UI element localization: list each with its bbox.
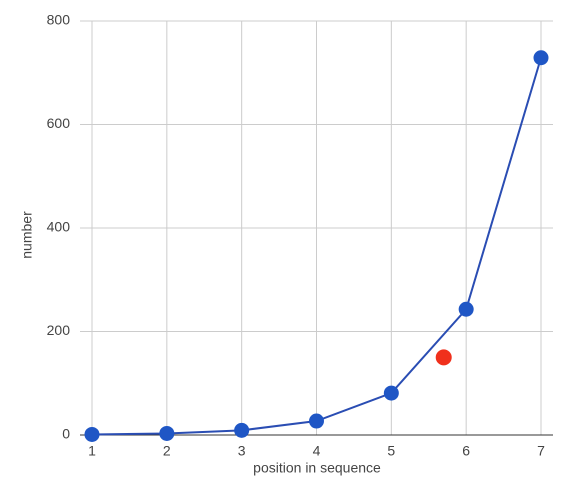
y-tick-label: 200 bbox=[47, 322, 71, 338]
point bbox=[458, 301, 474, 317]
x-tick-label: 1 bbox=[88, 443, 96, 459]
x-tick-label: 7 bbox=[537, 443, 545, 459]
x-tick-label: 3 bbox=[238, 443, 246, 459]
x-tick-label: 5 bbox=[387, 443, 395, 459]
y-tick-label: 0 bbox=[62, 426, 70, 442]
y-axis-label: number bbox=[19, 211, 35, 259]
x-tick-label: 2 bbox=[163, 443, 171, 459]
point bbox=[309, 413, 324, 429]
point bbox=[383, 385, 399, 401]
x-tick-label: 6 bbox=[462, 443, 470, 459]
x-tick-label: 4 bbox=[313, 443, 321, 459]
point bbox=[533, 50, 549, 66]
y-tick-label: 800 bbox=[47, 12, 71, 28]
x-axis-label: position in sequence bbox=[253, 460, 381, 476]
y-tick-label: 600 bbox=[47, 115, 71, 131]
point bbox=[435, 349, 452, 366]
point bbox=[234, 422, 250, 438]
point bbox=[159, 425, 175, 441]
point bbox=[84, 426, 100, 442]
y-tick-label: 400 bbox=[47, 219, 71, 235]
